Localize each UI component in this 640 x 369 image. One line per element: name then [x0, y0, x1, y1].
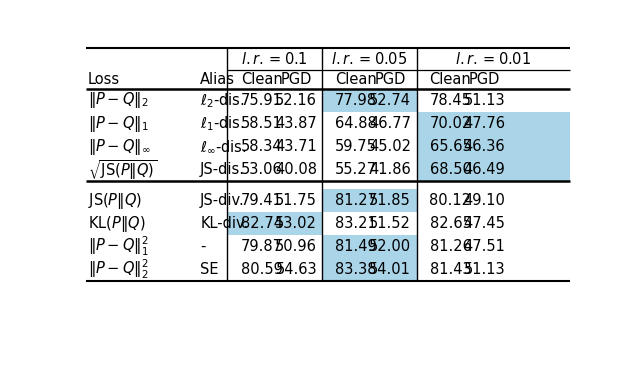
Text: 52.00: 52.00	[369, 239, 411, 254]
Text: 77.98: 77.98	[335, 93, 377, 108]
Text: 46.49: 46.49	[463, 162, 506, 177]
Text: 54.63: 54.63	[275, 262, 317, 277]
Text: 47.45: 47.45	[463, 216, 506, 231]
Text: 58.51: 58.51	[241, 116, 283, 131]
Text: $\ell_2$-dis.: $\ell_2$-dis.	[200, 91, 244, 110]
Text: 52.16: 52.16	[275, 93, 317, 108]
Text: 51.13: 51.13	[464, 262, 506, 277]
Text: PGD: PGD	[469, 72, 500, 87]
Text: 52.74: 52.74	[369, 93, 411, 108]
Text: 51.75: 51.75	[275, 193, 317, 208]
Text: 81.26: 81.26	[429, 239, 472, 254]
Bar	[322, 258, 417, 282]
Text: Clean: Clean	[335, 72, 377, 87]
Text: $\sqrt{\mathrm{JS}(P\|Q)}$: $\sqrt{\mathrm{JS}(P\|Q)}$	[88, 158, 157, 182]
Text: 51.85: 51.85	[369, 193, 411, 208]
Bar	[322, 235, 417, 258]
Text: 70.02: 70.02	[429, 116, 472, 131]
Text: JS-div.: JS-div.	[200, 193, 245, 208]
Text: KL-div.: KL-div.	[200, 216, 248, 231]
Text: PGD: PGD	[374, 72, 406, 87]
Text: $\|P - Q\|_1^2$: $\|P - Q\|_1^2$	[88, 235, 148, 258]
Text: 80.12: 80.12	[429, 193, 472, 208]
Bar	[417, 158, 570, 181]
Text: 68.50: 68.50	[429, 162, 472, 177]
Text: 51.13: 51.13	[464, 93, 506, 108]
Text: 51.52: 51.52	[369, 216, 411, 231]
Text: $\|P - Q\|_2^2$: $\|P - Q\|_2^2$	[88, 258, 148, 282]
Bar	[322, 189, 417, 212]
Text: 55.27: 55.27	[335, 162, 377, 177]
Text: 75.91: 75.91	[241, 93, 283, 108]
Text: 53.02: 53.02	[275, 216, 317, 231]
Text: 83.21: 83.21	[335, 216, 377, 231]
Text: 65.65: 65.65	[429, 139, 471, 154]
Text: $\|P - Q\|_\infty$: $\|P - Q\|_\infty$	[88, 137, 150, 157]
Text: 81.27: 81.27	[335, 193, 377, 208]
Text: PGD: PGD	[280, 72, 312, 87]
Text: 43.87: 43.87	[275, 116, 317, 131]
Text: 82.74: 82.74	[241, 216, 283, 231]
Text: 59.75: 59.75	[335, 139, 377, 154]
Text: SE: SE	[200, 262, 219, 277]
Text: Loss: Loss	[88, 72, 120, 87]
Text: 43.71: 43.71	[275, 139, 317, 154]
Text: 47.51: 47.51	[463, 239, 506, 254]
Text: 79.87: 79.87	[241, 239, 283, 254]
Text: 50.96: 50.96	[275, 239, 317, 254]
Text: 78.45: 78.45	[429, 93, 472, 108]
Text: Alias: Alias	[200, 72, 235, 87]
Text: $\mathrm{JS}(P\|Q)$: $\mathrm{JS}(P\|Q)$	[88, 191, 142, 211]
Bar	[417, 135, 570, 158]
Text: 54.01: 54.01	[369, 262, 411, 277]
Text: 41.86: 41.86	[369, 162, 411, 177]
Text: $\mathrm{KL}(P\|Q)$: $\mathrm{KL}(P\|Q)$	[88, 214, 145, 234]
Text: $l.r. = 0.01$: $l.r. = 0.01$	[456, 51, 532, 67]
Text: 49.10: 49.10	[463, 193, 506, 208]
Text: 46.77: 46.77	[369, 116, 411, 131]
Text: 53.06: 53.06	[241, 162, 283, 177]
Text: 45.02: 45.02	[369, 139, 411, 154]
Text: Clean: Clean	[429, 72, 471, 87]
Text: 79.41: 79.41	[241, 193, 283, 208]
Text: $\ell_1$-dis.: $\ell_1$-dis.	[200, 114, 244, 133]
Text: 80.59: 80.59	[241, 262, 283, 277]
Text: -: -	[200, 239, 205, 254]
Bar	[227, 212, 322, 235]
Text: 81.43: 81.43	[429, 262, 471, 277]
Text: 64.88: 64.88	[335, 116, 377, 131]
Text: 83.38: 83.38	[335, 262, 377, 277]
Text: JS-dis.: JS-dis.	[200, 162, 245, 177]
Text: $\|P - Q\|_2$: $\|P - Q\|_2$	[88, 90, 148, 110]
Text: 81.49: 81.49	[335, 239, 377, 254]
Text: 47.76: 47.76	[463, 116, 506, 131]
Text: $l.r. = 0.1$: $l.r. = 0.1$	[241, 51, 308, 67]
Bar	[322, 89, 417, 112]
Text: 58.34: 58.34	[241, 139, 283, 154]
Text: $l.r. = 0.05$: $l.r. = 0.05$	[332, 51, 408, 67]
Text: $\|P - Q\|_1$: $\|P - Q\|_1$	[88, 114, 148, 134]
Text: 46.36: 46.36	[464, 139, 506, 154]
Text: 40.08: 40.08	[275, 162, 317, 177]
Bar	[417, 112, 570, 135]
Text: 82.65: 82.65	[429, 216, 472, 231]
Text: $\ell_\infty$-dis.: $\ell_\infty$-dis.	[200, 138, 246, 155]
Text: Clean: Clean	[241, 72, 283, 87]
